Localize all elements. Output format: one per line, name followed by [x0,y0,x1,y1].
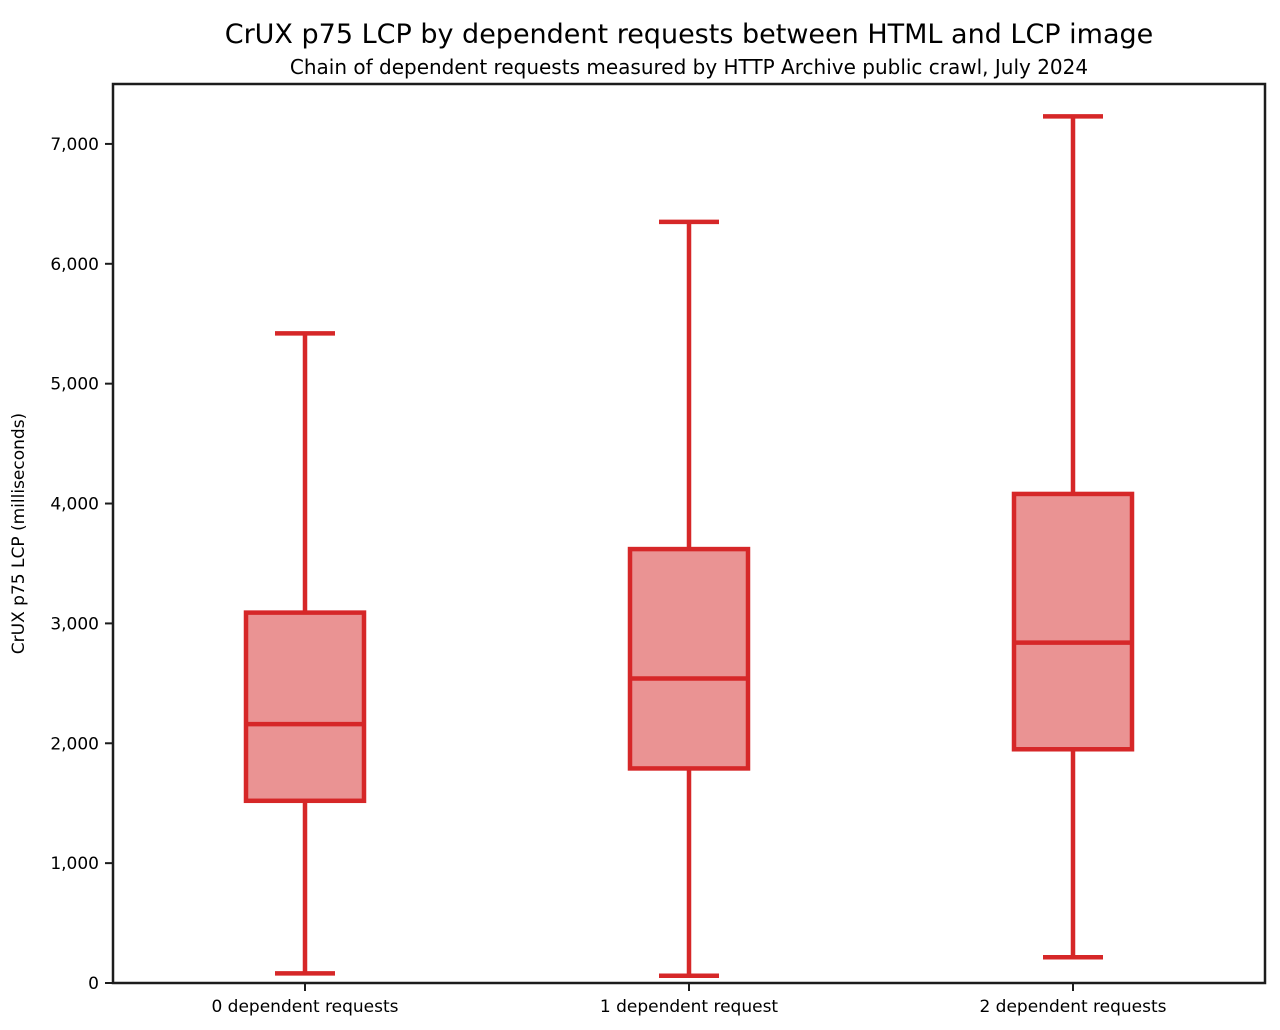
y-axis-ticks: 0 1,000 2,000 3,000 4,000 5,000 6,000 7,000 [50,135,113,994]
box-1-dependent-request [627,219,751,979]
x-tick-label-0-dependent-requests: 0 dependent requests [211,997,398,1017]
y-tick-label: 6,000 [50,255,99,275]
y-axis-label: CrUX p75 LCP (milliseconds) [9,413,29,654]
boxplot-series [243,114,1135,979]
x-tick-label-1-dependent-request: 1 dependent request [600,997,779,1017]
y-tick-label: 5,000 [50,375,99,395]
box-0-dependent-requests [243,331,367,976]
y-tick-label: 0 [88,974,99,994]
chart-title: CrUX p75 LCP by dependent requests betwe… [225,19,1154,50]
y-tick-label: 1,000 [50,854,99,874]
y-tick-label: 3,000 [50,614,99,634]
y-tick-label: 2,000 [50,734,99,754]
iqr-box [243,610,367,804]
x-axis-ticks: 0 dependent requests 1 dependent request 2… [211,983,1167,1017]
iqr-box [627,546,751,771]
box-2-dependent-requests [1011,114,1135,960]
chart-subtitle: Chain of dependent requests measured by … [290,55,1088,79]
y-tick-label: 4,000 [50,495,99,515]
y-tick-label: 7,000 [50,135,99,155]
x-tick-label-2-dependent-requests: 2 dependent requests [979,997,1166,1017]
iqr-box [1011,491,1135,752]
plot-border [111,82,1267,985]
